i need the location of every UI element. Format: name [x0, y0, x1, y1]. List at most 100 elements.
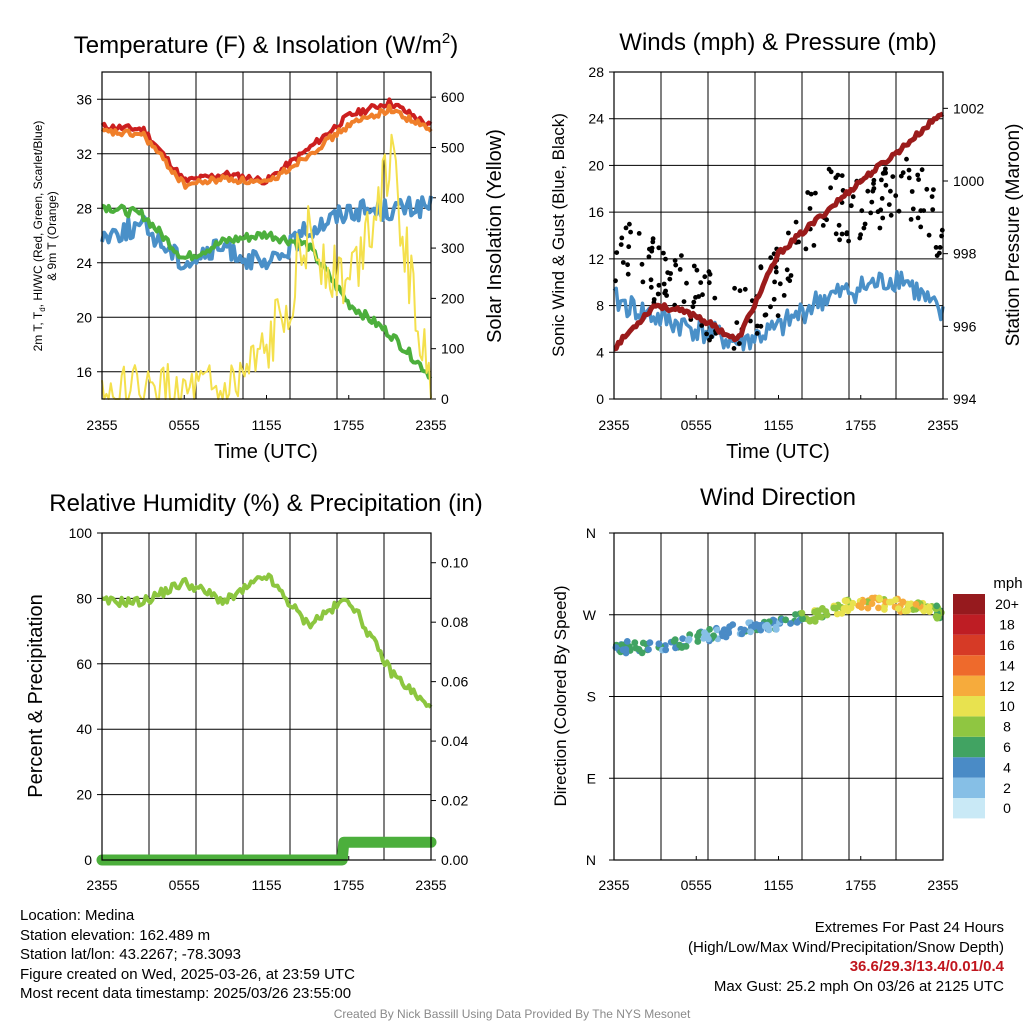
direction-grid	[614, 532, 943, 861]
gust-point	[850, 194, 856, 200]
gust-point	[865, 188, 871, 194]
colorbar-label: 2	[1003, 780, 1011, 796]
x-tick-label: 2355	[415, 417, 446, 433]
direction-point	[909, 606, 917, 613]
gust-point	[879, 196, 885, 201]
direction-point	[881, 606, 888, 613]
gust-point	[626, 244, 632, 250]
winds-panel: Winds (mph) & Pressure (mb) Sonic Wind &…	[549, 29, 1024, 463]
direction-point	[843, 597, 850, 605]
gust-point	[939, 227, 945, 233]
y-tick-label: 36	[76, 91, 92, 107]
temperature-y-ticks: 16 20 24 28 32 36	[76, 91, 102, 380]
gust-point	[813, 190, 818, 196]
direction-point	[755, 623, 762, 631]
y2-tick-label: 0.10	[441, 555, 468, 571]
direction-point	[868, 600, 876, 607]
gust-point	[639, 261, 645, 267]
y2-tick-label: 1002	[953, 100, 984, 116]
gust-point	[627, 221, 632, 227]
gust-point	[663, 256, 668, 262]
gust-point	[625, 271, 631, 277]
gust-point	[655, 291, 661, 297]
direction-point	[772, 623, 780, 631]
y2-tick-label: 500	[441, 139, 465, 155]
humidity-y2-ticks: 0.00 0.02 0.04 0.06 0.08 0.10	[431, 555, 468, 868]
humidity-y-ticks: 0 20 40 60 80 100	[69, 525, 102, 868]
direction-plot-frame	[613, 532, 944, 861]
x-tick-label: 2355	[415, 877, 446, 893]
extremes-subtitle: (High/Low/Max Wind/Precipitation/Snow De…	[688, 938, 1004, 956]
x-tick-label: 1155	[763, 877, 793, 893]
max-gust-text: Max Gust: 25.2 mph On 03/26 at 2125 UTC	[713, 977, 1004, 995]
gust-point	[732, 285, 737, 291]
gust-point	[684, 280, 689, 286]
winds-y-ticks: 0 4 8 12 16 20 24 28	[588, 64, 614, 407]
direction-point	[679, 635, 687, 642]
direction-point	[635, 646, 643, 653]
direction-point	[670, 637, 678, 645]
gust-point	[668, 271, 673, 276]
direction-point	[920, 607, 928, 615]
gust-point	[930, 207, 936, 213]
y-tick-label: 16	[588, 204, 604, 220]
gust-point	[924, 186, 930, 192]
y-tick-label: 0	[596, 391, 604, 407]
recent-data-text: Most recent data timestamp: 2025/03/26 2…	[20, 985, 352, 1002]
direction-point	[806, 617, 813, 624]
gust-point	[890, 174, 896, 180]
winds-y2-ticks: 994 996 998 1000 1002	[943, 100, 984, 407]
y2-tick-label: 996	[953, 318, 977, 334]
direction-point	[747, 628, 754, 636]
elevation-text: Station elevation: 162.489 m	[20, 926, 211, 944]
temperature-y2-ticks: 0 100 200 300 400 500 600	[431, 89, 465, 407]
y-tick-label: 20	[76, 309, 92, 325]
gust-point	[777, 281, 783, 287]
gust-point	[862, 221, 868, 227]
y-tick-label: 16	[76, 364, 92, 380]
colorbar-label: 8	[1003, 719, 1011, 735]
gust-point	[786, 230, 791, 236]
gust-point	[824, 217, 829, 223]
gust-point	[691, 263, 697, 269]
direction-point	[622, 646, 630, 653]
sonic-wind-line	[612, 270, 945, 352]
y-tick-label: 24	[76, 255, 92, 271]
colorbar-swatch	[953, 757, 985, 778]
colorbar-swatch	[953, 655, 985, 676]
direction-point	[631, 639, 639, 647]
gust-point	[871, 177, 877, 183]
station-info: Location: Medina Station elevation: 162.…	[20, 906, 355, 1004]
direction-point	[738, 630, 746, 638]
colorbar-title: mph	[993, 575, 1022, 592]
gust-point	[651, 297, 657, 302]
gust-point	[619, 235, 625, 241]
gust-point	[712, 295, 718, 301]
direction-point	[694, 632, 701, 640]
x-tick-label: 1755	[333, 417, 364, 433]
gust-point	[844, 231, 850, 237]
direction-point	[655, 640, 663, 648]
gust-point	[926, 232, 932, 238]
extremes-info: Extremes For Past 24 Hours (High/Low/Max…	[688, 918, 1004, 996]
gust-point	[754, 331, 760, 336]
direction-point	[725, 629, 733, 637]
x-tick-label: 1155	[763, 417, 793, 433]
temperature-x-ticks: 2355 0555 1155 1755 2355	[86, 395, 447, 433]
gust-point	[647, 246, 652, 252]
direction-point	[895, 605, 902, 612]
gust-point	[704, 331, 709, 337]
humidity-ylabel: Percent & Precipitation	[25, 594, 47, 797]
gust-point	[672, 258, 678, 263]
x-tick-label: 0555	[681, 417, 712, 433]
gust-point	[773, 269, 779, 275]
y2-tick-label: 100	[441, 341, 465, 357]
direction-point	[892, 596, 899, 604]
direction-point	[932, 612, 940, 620]
temperature-ylabel: 2m T, Td, HI/WC (Red, Green, Scarlet/Blu…	[31, 121, 59, 352]
x-tick-label: 1155	[251, 877, 281, 893]
temperature-9m-line	[100, 103, 433, 190]
direction-point	[799, 615, 806, 623]
y-tick-label: S	[587, 689, 596, 705]
gust-point	[883, 170, 888, 176]
